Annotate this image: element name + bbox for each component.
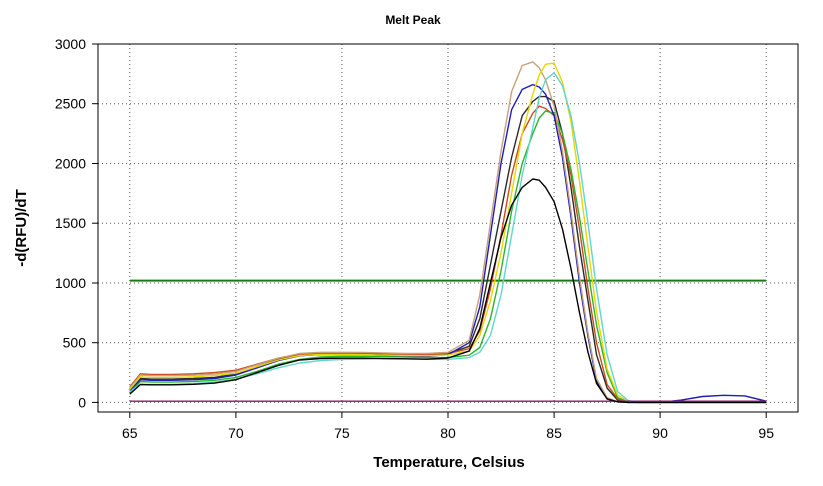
y-tick-label: 3000	[55, 36, 86, 52]
x-tick-label: 95	[758, 425, 774, 441]
y-tick-label: 2000	[55, 156, 86, 172]
series-layer	[129, 61, 767, 404]
y-tick-label: 0	[78, 394, 86, 410]
x-axis-label: Temperature, Celsius	[373, 454, 524, 471]
x-tick-label: 65	[122, 425, 138, 441]
chart-title: Melt Peak	[385, 13, 441, 27]
y-tick-label: 1000	[55, 275, 86, 291]
x-tick-label: 80	[440, 425, 456, 441]
y-tick-label: 1500	[55, 215, 86, 231]
grid	[98, 43, 798, 412]
y-tick-label: 500	[63, 335, 87, 351]
series-line-9	[129, 178, 767, 404]
y-axis-label: -d(RFU)/dT	[13, 189, 30, 266]
x-tick-labels: 65 70 75 80 85 90 95	[122, 425, 774, 441]
x-tick-label: 90	[652, 425, 668, 441]
x-tick-label: 70	[228, 425, 244, 441]
x-tick-label: 85	[546, 425, 562, 441]
y-tick-label: 2500	[55, 96, 86, 112]
x-tick-label: 75	[334, 425, 350, 441]
y-tick-labels: 0 500 1000 1500 2000 2500 3000	[55, 36, 86, 410]
tick-marks	[92, 43, 767, 418]
